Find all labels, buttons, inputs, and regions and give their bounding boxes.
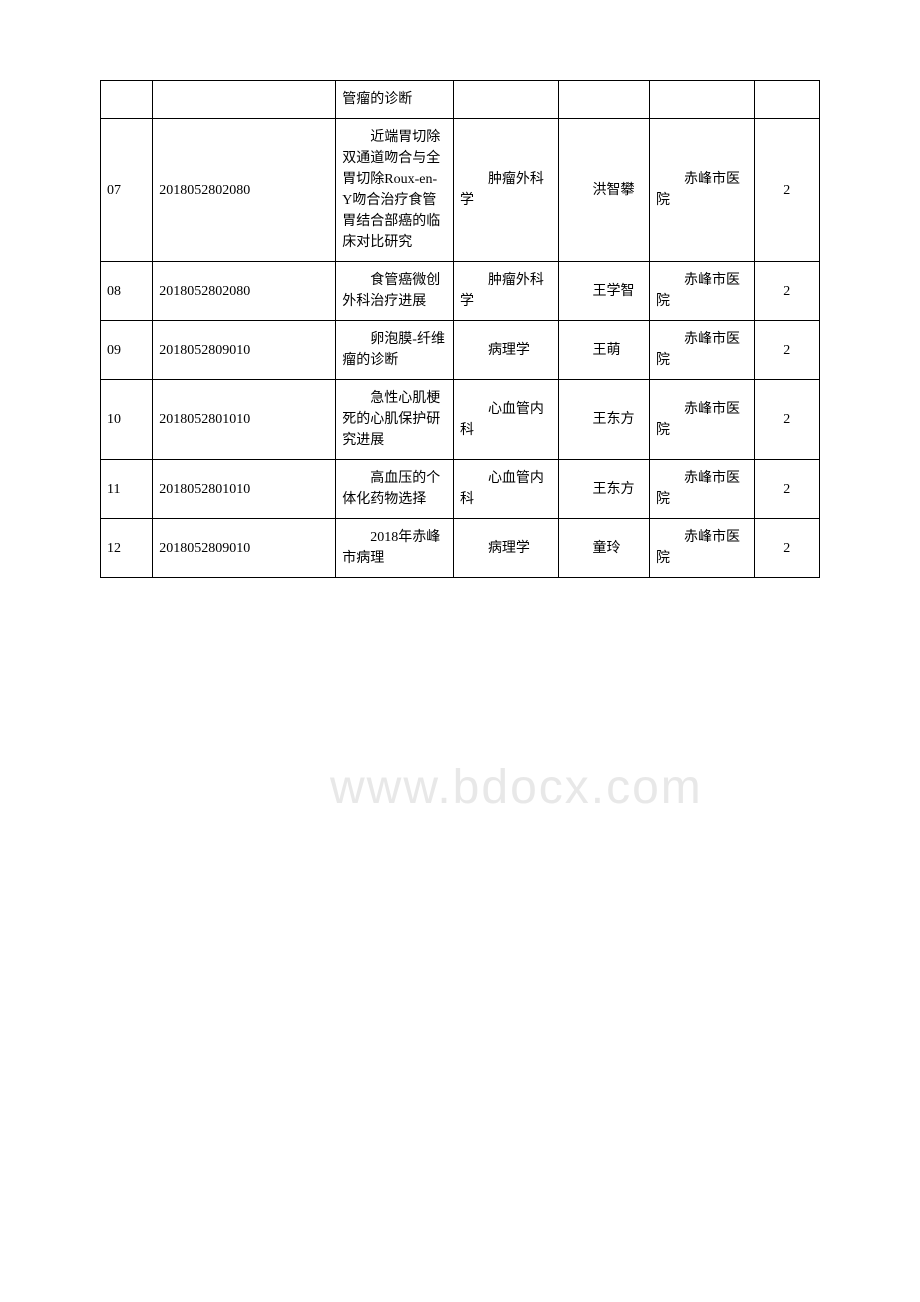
cell-dept: 肿瘤外科学: [453, 262, 558, 321]
cell-code: 2018052802080: [153, 262, 336, 321]
cell-hospital: [650, 81, 755, 119]
watermark-text: www.bdocx.com: [330, 760, 703, 815]
cell-num: 2: [754, 519, 819, 578]
cell-num: 2: [754, 262, 819, 321]
cell-num: 2: [754, 321, 819, 380]
table-row: 管瘤的诊断: [101, 81, 820, 119]
cell-title: 高血压的个体化药物选择: [336, 460, 454, 519]
cell-title: 食管癌微创外科治疗进展: [336, 262, 454, 321]
cell-name: 王东方: [558, 460, 650, 519]
table-row: 08 2018052802080 食管癌微创外科治疗进展 肿瘤外科学 王学智 赤…: [101, 262, 820, 321]
cell-dept: 病理学: [453, 321, 558, 380]
cell-seq: 10: [101, 380, 153, 460]
table-row: 11 2018052801010 高血压的个体化药物选择 心血管内科 王东方 赤…: [101, 460, 820, 519]
table-body: 管瘤的诊断 07 2018052802080 近端胃切除双通道吻合与全胃切除Ro…: [101, 81, 820, 578]
cell-hospital: 赤峰市医院: [650, 460, 755, 519]
table-row: 07 2018052802080 近端胃切除双通道吻合与全胃切除Roux-en-…: [101, 119, 820, 262]
cell-name: 洪智攀: [558, 119, 650, 262]
cell-dept: [453, 81, 558, 119]
cell-hospital: 赤峰市医院: [650, 262, 755, 321]
cell-name: 王学智: [558, 262, 650, 321]
cell-hospital: 赤峰市医院: [650, 119, 755, 262]
cell-title: 管瘤的诊断: [336, 81, 454, 119]
cell-seq: 07: [101, 119, 153, 262]
cell-hospital: 赤峰市医院: [650, 519, 755, 578]
cell-seq: [101, 81, 153, 119]
cell-num: 2: [754, 380, 819, 460]
cell-code: 2018052809010: [153, 321, 336, 380]
cell-seq: 12: [101, 519, 153, 578]
cell-seq: 08: [101, 262, 153, 321]
cell-title: 急性心肌梗死的心肌保护研究进展: [336, 380, 454, 460]
cell-name: [558, 81, 650, 119]
cell-hospital: 赤峰市医院: [650, 321, 755, 380]
cell-code: 2018052802080: [153, 119, 336, 262]
cell-name: 王萌: [558, 321, 650, 380]
cell-dept: 肿瘤外科学: [453, 119, 558, 262]
table-wrapper: www.bdocx.com 管瘤的诊断 07 2018052802080 近端胃…: [100, 80, 820, 578]
cell-hospital: 赤峰市医院: [650, 380, 755, 460]
cell-num: [754, 81, 819, 119]
data-table: 管瘤的诊断 07 2018052802080 近端胃切除双通道吻合与全胃切除Ro…: [100, 80, 820, 578]
cell-num: 2: [754, 119, 819, 262]
cell-dept: 心血管内科: [453, 460, 558, 519]
cell-seq: 11: [101, 460, 153, 519]
table-row: 12 2018052809010 2018年赤峰市病理 病理学 童玲 赤峰市医院…: [101, 519, 820, 578]
cell-dept: 心血管内科: [453, 380, 558, 460]
table-row: 10 2018052801010 急性心肌梗死的心肌保护研究进展 心血管内科 王…: [101, 380, 820, 460]
cell-seq: 09: [101, 321, 153, 380]
cell-code: [153, 81, 336, 119]
cell-title: 近端胃切除双通道吻合与全胃切除Roux-en-Y吻合治疗食管胃结合部癌的临床对比…: [336, 119, 454, 262]
cell-title: 卵泡膜-纤维瘤的诊断: [336, 321, 454, 380]
cell-name: 王东方: [558, 380, 650, 460]
cell-name: 童玲: [558, 519, 650, 578]
cell-code: 2018052801010: [153, 380, 336, 460]
cell-num: 2: [754, 460, 819, 519]
cell-dept: 病理学: [453, 519, 558, 578]
cell-code: 2018052801010: [153, 460, 336, 519]
cell-title: 2018年赤峰市病理: [336, 519, 454, 578]
cell-code: 2018052809010: [153, 519, 336, 578]
table-row: 09 2018052809010 卵泡膜-纤维瘤的诊断 病理学 王萌 赤峰市医院…: [101, 321, 820, 380]
